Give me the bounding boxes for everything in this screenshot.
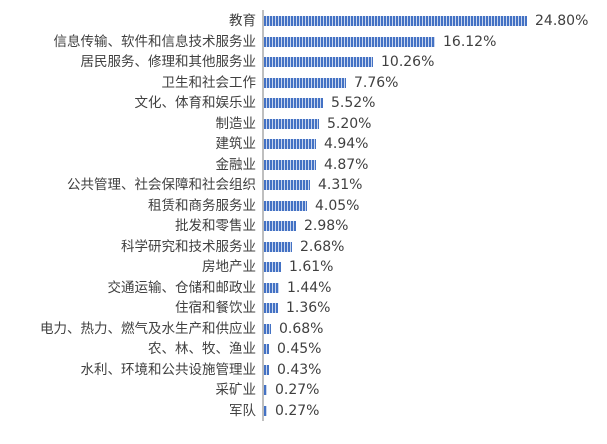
- category-label: 科学研究和技术服务业: [121, 238, 256, 255]
- category-axis-line: [262, 10, 264, 421]
- value-label: 4.05%: [315, 197, 360, 214]
- value-label: 4.31%: [318, 177, 363, 193]
- bar-row: 公共管理、社会保障和社会组织 4.31%: [0, 175, 607, 195]
- value-label: 16.12%: [443, 33, 497, 50]
- value-label: 7.76%: [354, 74, 399, 91]
- value-label: 0.43%: [277, 361, 322, 378]
- bar-row: 军队 0.27%: [0, 401, 607, 421]
- value-label: 24.80%: [535, 13, 589, 29]
- bar-row: 采矿业 0.27%: [0, 380, 607, 400]
- value-label: 1.36%: [286, 300, 331, 316]
- category-label: 房地产业: [202, 259, 256, 275]
- category-label: 电力、热力、燃气及水生产和供应业: [40, 320, 256, 337]
- bar: [264, 118, 319, 129]
- bar: [264, 16, 527, 26]
- bar-row: 建筑业 4.94%: [0, 134, 607, 154]
- bar: [264, 98, 323, 108]
- category-label: 居民服务、修理和其他服务业: [80, 54, 257, 70]
- bar-row: 交通运输、仓储和邮政业 1.44%: [0, 278, 607, 298]
- bar-row: 电力、热力、燃气及水生产和供应业 0.68%: [0, 319, 607, 339]
- value-label: 4.87%: [324, 156, 369, 173]
- bar-row: 教育 24.80%: [0, 11, 607, 31]
- bar: [264, 57, 373, 67]
- bar-row: 水利、环境和公共设施管理业 0.43%: [0, 360, 607, 380]
- bar-row: 住宿和餐饮业 1.36%: [0, 298, 607, 318]
- bar: [264, 262, 281, 272]
- bar: [264, 364, 269, 375]
- category-label: 公共管理、社会保障和社会组织: [67, 177, 256, 193]
- value-label: 2.98%: [304, 218, 349, 234]
- bar-row: 信息传输、软件和信息技术服务业 16.12%: [0, 32, 607, 52]
- bar-row: 制造业 5.20%: [0, 114, 607, 134]
- bar: [264, 77, 346, 88]
- category-label: 批发和零售业: [175, 218, 256, 234]
- value-label: 0.68%: [279, 320, 324, 337]
- bar-row: 居民服务、修理和其他服务业 10.26%: [0, 52, 607, 72]
- bar: [264, 180, 310, 190]
- bar-row: 房地产业 1.61%: [0, 257, 607, 277]
- bar: [264, 36, 435, 47]
- bar: [264, 159, 316, 170]
- category-label: 采矿业: [215, 382, 257, 398]
- bar: [264, 139, 316, 149]
- bar: [264, 221, 296, 231]
- value-label: 0.45%: [277, 341, 322, 357]
- bar-row: 金融业 4.87%: [0, 155, 607, 175]
- category-label: 信息传输、软件和信息技术服务业: [53, 33, 257, 50]
- category-label: 文化、体育和娱乐业: [134, 95, 257, 111]
- bar-row: 农、林、牧、渔业 0.45%: [0, 339, 607, 359]
- category-label: 卫生和社会工作: [161, 74, 257, 91]
- category-label: 住宿和餐饮业: [175, 300, 256, 316]
- value-label: 1.61%: [289, 259, 334, 275]
- value-label: 4.94%: [324, 136, 369, 152]
- category-label: 水利、环境和公共设施管理业: [80, 361, 257, 378]
- category-label: 金融业: [215, 156, 257, 173]
- bar-row: 卫生和社会工作 7.76%: [0, 73, 607, 93]
- bar: [264, 282, 279, 293]
- bar: [264, 344, 269, 354]
- category-label: 交通运输、仓储和邮政业: [107, 279, 257, 296]
- category-label: 制造业: [215, 115, 257, 132]
- bar-row: 租赁和商务服务业 4.05%: [0, 196, 607, 216]
- category-label: 农、林、牧、渔业: [148, 341, 256, 357]
- category-label: 建筑业: [215, 136, 257, 152]
- category-label: 租赁和商务服务业: [148, 197, 256, 214]
- bar: [264, 200, 307, 211]
- value-label: 2.68%: [300, 238, 345, 255]
- value-label: 0.27%: [275, 382, 320, 398]
- value-label: 10.26%: [381, 54, 435, 70]
- category-label: 军队: [229, 402, 256, 419]
- value-label: 1.44%: [287, 279, 332, 296]
- category-label: 教育: [229, 13, 256, 29]
- bar: [264, 405, 267, 416]
- bar: [264, 241, 292, 252]
- bar: [264, 385, 267, 395]
- bar-row: 文化、体育和娱乐业 5.52%: [0, 93, 607, 113]
- bar: [264, 303, 278, 313]
- bar-row: 批发和零售业 2.98%: [0, 216, 607, 236]
- bar: [264, 323, 271, 334]
- value-label: 5.52%: [331, 95, 376, 111]
- bar-row: 科学研究和技术服务业 2.68%: [0, 237, 607, 257]
- value-label: 5.20%: [327, 115, 372, 132]
- value-label: 0.27%: [275, 402, 320, 419]
